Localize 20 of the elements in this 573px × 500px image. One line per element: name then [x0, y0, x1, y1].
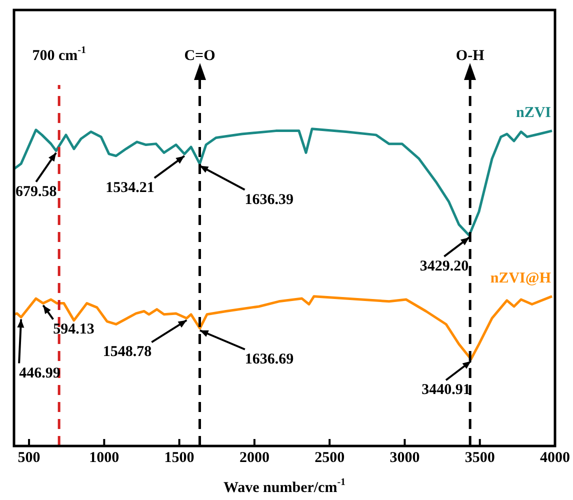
annotation: 1636.69	[244, 351, 294, 368]
series-label: nZVI	[516, 104, 552, 121]
annotation: 1548.78	[102, 344, 152, 360]
x-tick-label: 4000	[540, 450, 570, 466]
series-label: nZVI@H	[490, 270, 552, 286]
annotation: 3440.91	[422, 382, 470, 398]
x-tick-label: 500	[18, 450, 40, 466]
x-tick-label: 1500	[164, 450, 194, 466]
annotation: 1636.39	[244, 192, 294, 208]
ref-line-label: O-H	[456, 48, 485, 64]
x-tick-label: 2500	[314, 450, 345, 466]
annotation: 3429.20	[420, 258, 469, 274]
annotation: 1534.21	[106, 180, 154, 196]
ref-line-label: C=O	[184, 48, 216, 64]
annotation: 594.13	[53, 321, 94, 338]
x-tick-label: 3000	[390, 450, 420, 466]
x-tick-label: 2000	[239, 450, 270, 466]
x-tick-label: 3500	[464, 450, 495, 466]
annotation: 679.58	[15, 184, 57, 200]
x-tick-label: 1000	[89, 450, 120, 466]
